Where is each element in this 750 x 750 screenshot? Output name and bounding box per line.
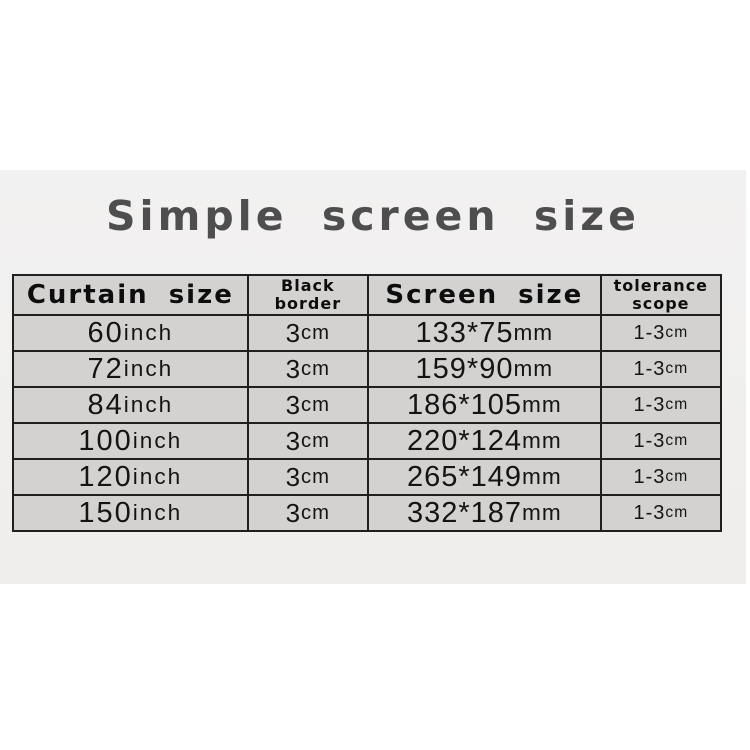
table-cell: 72 inch: [14, 352, 247, 386]
table-cell: 3 cm: [248, 424, 367, 458]
table-cell: 60 inch: [14, 316, 247, 350]
product-photo: Simple screen size Curtain size Black bord…: [0, 170, 746, 584]
table-cell: 3 cm: [248, 352, 367, 386]
cell-value: 72: [87, 352, 124, 385]
table-cell: 1-3 cm: [601, 388, 720, 422]
cell-value: 3: [285, 353, 302, 384]
cell-unit: cm: [665, 360, 689, 377]
cell-value: 100: [78, 424, 133, 457]
table-cell: 332*187 mm: [368, 496, 600, 530]
cell-unit: cm: [301, 465, 331, 488]
cell-unit: mm: [513, 356, 554, 381]
table-cell: 1-3 cm: [601, 424, 720, 458]
column-header: Screen size: [368, 276, 600, 314]
column-header-line: Screen size: [385, 280, 584, 310]
column-header-line: border: [274, 294, 342, 313]
size-table: Curtain size Black border Screen size tolera…: [12, 274, 722, 532]
cell-unit: inch: [123, 392, 174, 417]
cell-value: 265*149: [406, 460, 523, 493]
table-cell: 150 inch: [14, 496, 247, 530]
table-cell: 1-3 cm: [601, 460, 720, 494]
cell-unit: mm: [513, 320, 554, 345]
cell-value: 133*75: [415, 316, 514, 349]
cell-unit: cm: [665, 396, 689, 413]
column-header-line: Curtain size: [26, 280, 234, 310]
table-cell: 3 cm: [248, 388, 367, 422]
table-cell: 1-3 cm: [601, 352, 720, 386]
table-cell: 3 cm: [248, 496, 367, 530]
column-header: Curtain size: [14, 276, 247, 314]
cell-unit: mm: [522, 392, 562, 417]
cell-unit: inch: [132, 464, 183, 489]
cell-unit: cm: [665, 468, 689, 485]
cell-unit: mm: [522, 500, 562, 525]
cell-value: 150: [78, 496, 133, 529]
cell-value: 159*90: [415, 352, 514, 385]
cell-value: 3: [285, 389, 302, 420]
cell-value: 332*187: [406, 496, 523, 529]
cell-unit: cm: [301, 321, 331, 344]
cell-value: 1-3: [633, 465, 666, 488]
table-cell: 1-3 cm: [601, 316, 720, 350]
table-cell: 100 inch: [14, 424, 247, 458]
cell-value: 1-3: [633, 393, 666, 416]
cell-unit: cm: [301, 429, 331, 452]
cell-value: 3: [285, 461, 302, 492]
table-cell: 159*90 mm: [368, 352, 600, 386]
table-cell: 3 cm: [248, 460, 367, 494]
cell-unit: cm: [665, 324, 689, 341]
table-cell: 133*75 mm: [368, 316, 600, 350]
cell-value: 3: [285, 317, 302, 348]
table-cell: 220*124 mm: [368, 424, 600, 458]
cell-unit: cm: [665, 504, 689, 521]
column-header-line: scope: [632, 294, 690, 313]
cell-value: 1-3: [633, 357, 666, 380]
cell-value: 120: [78, 460, 133, 493]
cell-value: 84: [87, 388, 124, 421]
cell-unit: cm: [301, 393, 331, 416]
cell-unit: inch: [132, 500, 183, 525]
cell-unit: cm: [301, 501, 331, 524]
cell-value: 1-3: [633, 429, 666, 452]
cell-value: 3: [285, 425, 302, 456]
cell-unit: inch: [132, 428, 183, 453]
cell-value: 1-3: [633, 501, 666, 524]
table-cell: 120 inch: [14, 460, 247, 494]
cell-unit: mm: [522, 428, 562, 453]
table-cell: 186*105 mm: [368, 388, 600, 422]
table-cell: 84 inch: [14, 388, 247, 422]
cell-unit: mm: [522, 464, 562, 489]
table-cell: 1-3 cm: [601, 496, 720, 530]
cell-unit: cm: [301, 357, 331, 380]
column-header: tolerance scope: [601, 276, 720, 314]
column-header-line: Black: [281, 276, 335, 295]
cell-value: 1-3: [633, 321, 666, 344]
cell-value: 186*105: [406, 388, 523, 421]
cell-unit: cm: [665, 432, 689, 449]
table-cell: 3 cm: [248, 316, 367, 350]
table-cell: 265*149 mm: [368, 460, 600, 494]
column-header: Black border: [248, 276, 367, 314]
page-title: Simple screen size: [106, 192, 640, 240]
cell-unit: inch: [123, 320, 174, 345]
cell-value: 60: [87, 316, 124, 349]
column-header-line: tolerance: [613, 276, 709, 295]
cell-unit: inch: [123, 356, 174, 381]
cell-value: 220*124: [406, 424, 523, 457]
cell-value: 3: [285, 497, 302, 528]
